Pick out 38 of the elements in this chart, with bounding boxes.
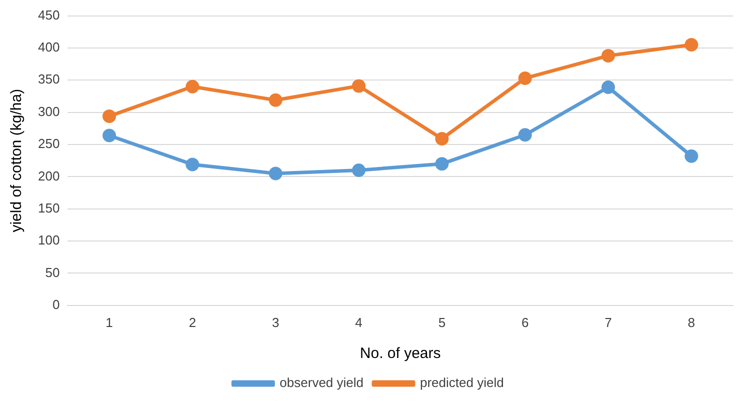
x-tick-label: 5: [438, 314, 446, 330]
x-tick-label: 2: [188, 314, 196, 330]
legend-label: predicted yield: [420, 375, 504, 390]
y-tick-label: 450: [38, 7, 60, 22]
point: [186, 80, 200, 94]
x-tick-label: 7: [604, 314, 612, 330]
y-tick-label: 250: [38, 136, 60, 152]
x-tick-label: 3: [272, 314, 280, 330]
point: [102, 109, 116, 123]
x-tick-label: 4: [355, 314, 362, 330]
x-tick-label: 1: [106, 314, 113, 330]
point: [268, 93, 282, 107]
y-tick-label: 0: [52, 296, 60, 312]
point: [352, 79, 366, 93]
x-tick-label: 6: [521, 314, 529, 330]
point: [684, 38, 698, 52]
point: [102, 128, 116, 142]
x-tick-label: 8: [688, 314, 696, 330]
point: [435, 132, 449, 146]
y-axis-title: yield of cotton (kg/ha): [8, 88, 26, 232]
point: [435, 157, 449, 171]
y-tick-label: 200: [38, 168, 60, 184]
y-tick-label: 350: [38, 72, 60, 87]
y-tick-label: 150: [38, 200, 60, 216]
point: [518, 128, 532, 142]
y-tick-label: 400: [38, 40, 60, 55]
y-tick-label: 50: [45, 264, 60, 280]
point: [518, 71, 532, 85]
point: [352, 164, 366, 178]
legend-label: observed yield: [280, 375, 364, 390]
point: [186, 158, 200, 172]
point: [602, 80, 616, 94]
point: [602, 48, 616, 62]
y-tick-label: 300: [38, 104, 60, 119]
point: [268, 166, 282, 180]
point: [684, 149, 698, 163]
y-tick-label: 100: [38, 232, 60, 248]
x-axis-title: No. of years: [360, 345, 441, 362]
